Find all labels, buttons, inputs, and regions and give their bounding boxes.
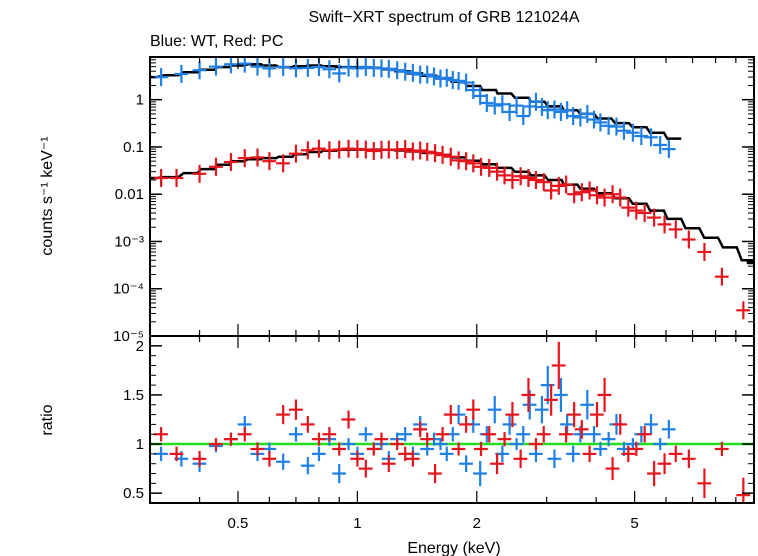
y-axis-label: counts s⁻¹ keV⁻¹	[39, 136, 56, 255]
y-tick-label: 1.5	[123, 387, 144, 404]
panel-frame	[149, 335, 755, 504]
y-tick-label: 1	[136, 92, 144, 109]
model-line-2	[150, 148, 755, 265]
ratio-panel: 0.5 1 1.5 2 0.5 1 2 5 ratio	[39, 335, 755, 532]
x-tick-label: 0.5	[228, 515, 249, 532]
chart-subtitle: Blue: WT, Red: PC	[150, 33, 283, 50]
panel-frame	[149, 56, 755, 337]
data-series-2	[154, 341, 751, 503]
chart-title: Swift−XRT spectrum of GRB 121024A	[308, 9, 579, 26]
y-tick-label: 10⁻³	[114, 233, 144, 250]
y-tick-label: 0.5	[123, 485, 144, 502]
y-tick-label: 10⁻⁵	[113, 328, 144, 345]
y-tick-label: 0.1	[123, 139, 144, 156]
data-series-2	[154, 139, 751, 320]
data-series-1	[154, 57, 676, 159]
y-tick-label: 2	[136, 338, 144, 355]
x-tick-label: 2	[473, 515, 481, 532]
y-tick-label: 0.01	[115, 186, 144, 203]
y-tick-label: 1	[136, 436, 144, 453]
spectrum-panel: 1 0.1 0.01 10⁻³ 10⁻⁴ 10⁻⁵ counts s⁻¹ keV⁻¹	[39, 56, 755, 345]
y-tick-label: 10⁻⁴	[113, 281, 144, 298]
x-axis-label: Energy (keV)	[407, 540, 500, 556]
x-tick-label: 5	[630, 515, 638, 532]
x-tick-label: 1	[353, 515, 361, 532]
y-axis-label: ratio	[39, 404, 56, 435]
